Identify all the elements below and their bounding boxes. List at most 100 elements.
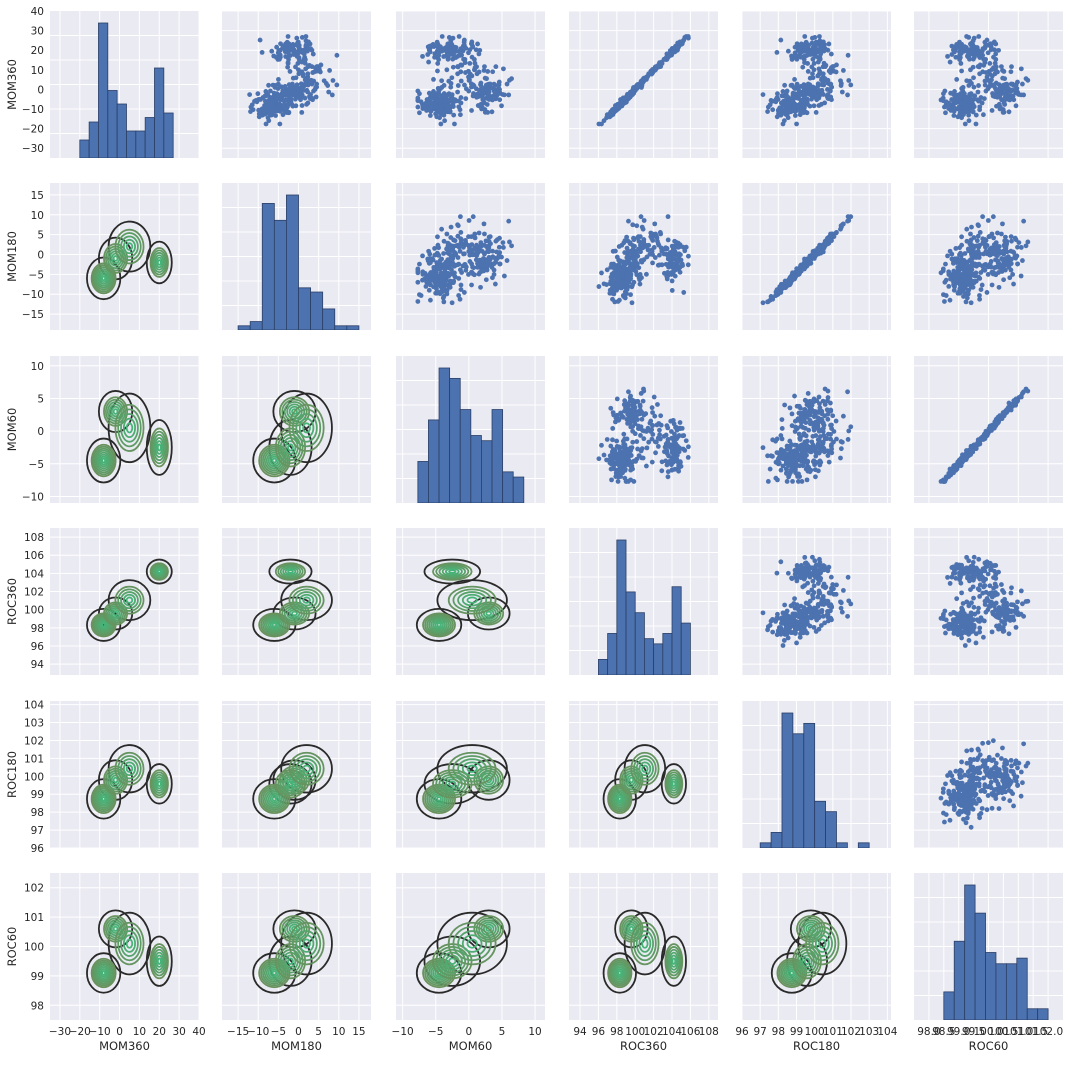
- scatter-point: [641, 78, 647, 84]
- y-tick-label: 102: [24, 587, 44, 599]
- scatter-point: [802, 60, 807, 66]
- histogram-bar: [680, 622, 691, 675]
- scatter-point: [677, 244, 682, 250]
- scatter-point: [797, 453, 802, 458]
- scatter-point: [953, 54, 959, 60]
- scatter-point: [799, 479, 805, 484]
- scatter-point: [790, 478, 795, 484]
- scatter-point: [816, 569, 822, 575]
- scatter-point: [448, 51, 454, 57]
- scatter-point: [1018, 273, 1024, 279]
- scatter-point: [334, 52, 340, 58]
- scatter-point: [778, 108, 784, 114]
- scatter-point: [825, 416, 831, 422]
- scatter-point: [640, 428, 646, 433]
- scatter-point: [675, 446, 681, 452]
- scatter-point: [458, 282, 464, 288]
- scatter-point: [622, 261, 627, 267]
- scatter-point: [669, 278, 675, 284]
- histogram-bar: [98, 22, 109, 158]
- scatter-point: [981, 56, 987, 62]
- scatter-point: [813, 419, 819, 425]
- scatter-point: [958, 51, 964, 57]
- scatter-point: [976, 34, 982, 39]
- scatter-point: [981, 241, 987, 247]
- scatter-point: [310, 70, 316, 75]
- scatter-point: [612, 265, 618, 271]
- scatter-point: [448, 224, 454, 230]
- scatter-point: [415, 88, 421, 94]
- scatter-point: [496, 79, 502, 85]
- scatter-point: [474, 64, 479, 70]
- scatter-point: [803, 600, 809, 606]
- scatter-point: [624, 272, 630, 278]
- scatter-point: [629, 300, 635, 306]
- scatter-point: [638, 448, 644, 454]
- scatter-point: [997, 263, 1003, 268]
- scatter-point: [486, 97, 492, 102]
- histogram-bar: [154, 67, 165, 158]
- scatter-point: [481, 242, 487, 248]
- scatter-point: [988, 259, 994, 264]
- scatter-point: [260, 95, 266, 100]
- scatter-point: [430, 271, 436, 277]
- scatter-point: [811, 61, 817, 66]
- histogram-bar: [249, 321, 263, 330]
- scatter-point: [685, 34, 691, 39]
- scatter-point: [800, 64, 806, 70]
- scatter-point: [813, 110, 819, 115]
- scatter-point: [616, 446, 622, 452]
- scatter-point: [985, 50, 991, 56]
- panel-MOM360-vs-MOM60: [396, 10, 545, 158]
- scatter-point: [983, 88, 989, 94]
- panel-MOM180-vs-ROC60: [914, 183, 1063, 330]
- scatter-point: [976, 98, 982, 104]
- kde-inner-contours: [90, 228, 169, 295]
- scatter-point: [964, 78, 970, 84]
- scatter-point: [942, 88, 948, 94]
- y-tick-label: 5: [37, 393, 44, 405]
- scatter-point: [957, 111, 963, 117]
- scatter-point: [977, 276, 983, 281]
- scatter-point: [782, 602, 788, 608]
- scatter-point: [293, 51, 298, 57]
- scatter-point: [810, 251, 816, 257]
- scatter-point: [776, 290, 781, 296]
- histogram-bar: [346, 325, 360, 330]
- scatter-point: [815, 441, 821, 447]
- scatter-point: [989, 73, 995, 79]
- scatter-point: [674, 44, 680, 50]
- scatter-point: [417, 292, 422, 298]
- scatter-point: [765, 104, 771, 110]
- scatter-point: [954, 42, 960, 48]
- scatter-point: [774, 436, 780, 442]
- scatter-point: [624, 455, 630, 461]
- scatter-point: [817, 34, 822, 39]
- scatter-point: [972, 93, 978, 99]
- scatter-point: [938, 97, 944, 103]
- scatter-point: [981, 251, 987, 257]
- scatter-point: [292, 96, 298, 102]
- scatter-point: [828, 51, 834, 57]
- scatter-point: [650, 410, 655, 415]
- scatter-point: [461, 37, 467, 43]
- scatter-point: [789, 423, 795, 429]
- scatter-point: [798, 41, 804, 47]
- scatter-point: [626, 249, 631, 255]
- scatter-point: [969, 253, 975, 258]
- scatter-point: [848, 82, 854, 88]
- scatter-point: [953, 246, 959, 251]
- scatter-point: [786, 104, 792, 110]
- scatter-point: [938, 478, 944, 484]
- scatter-point: [1006, 264, 1012, 270]
- y-axis-label: ROC360: [5, 578, 19, 625]
- scatter-point: [415, 104, 421, 110]
- scatter-point: [1025, 388, 1031, 394]
- scatter-point: [813, 453, 819, 459]
- scatter-point: [811, 458, 817, 464]
- scatter-point: [1004, 85, 1010, 90]
- scatter-point: [823, 241, 829, 247]
- scatter-point: [796, 410, 802, 416]
- scatter-point: [665, 469, 671, 475]
- scatter-point: [475, 264, 480, 270]
